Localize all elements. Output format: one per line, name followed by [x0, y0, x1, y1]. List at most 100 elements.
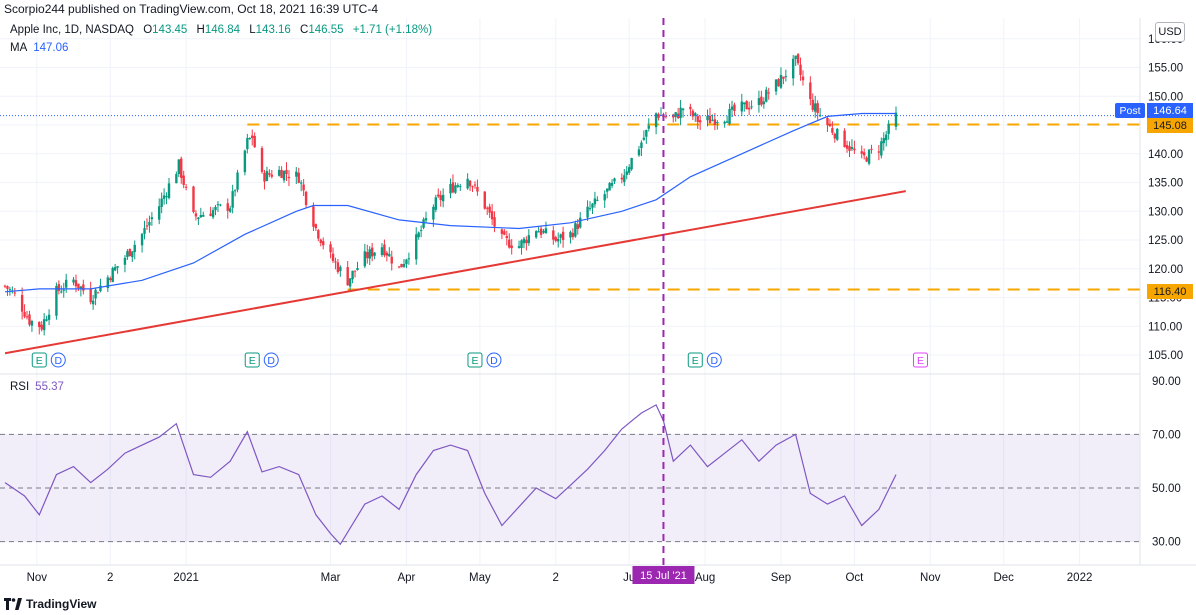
- candle-body: [706, 115, 709, 121]
- candle-body: [38, 321, 41, 327]
- candle-body: [45, 319, 48, 321]
- time-tick-label: Oct: [845, 572, 864, 584]
- candle-body: [356, 268, 359, 270]
- tradingview-icon: [4, 598, 22, 610]
- candle-body: [645, 130, 648, 137]
- candle-body: [689, 106, 692, 110]
- candle-body: [62, 289, 65, 291]
- candle-body: [123, 257, 127, 265]
- rsi-label: RSI: [10, 381, 30, 393]
- candle-body: [407, 258, 411, 260]
- candle-body: [299, 182, 303, 184]
- rsi-tick-label: 50.00: [1152, 483, 1181, 495]
- tradingview-logo: TradingView: [4, 596, 96, 612]
- candle-body: [843, 130, 846, 148]
- price-tick-label: 110.00: [1148, 321, 1182, 333]
- time-tick-label: 2: [553, 572, 559, 584]
- candle-body: [128, 249, 132, 257]
- candle-body: [490, 211, 494, 220]
- candle-body: [637, 149, 641, 156]
- rsi-axis: 30.00 50.00 70.00 90.00: [1152, 376, 1181, 549]
- candle-body: [882, 137, 885, 144]
- change-value: +1.71 (+1.18%): [352, 24, 433, 36]
- time-tick-label: 2021: [173, 572, 199, 584]
- candle-body: [596, 199, 599, 201]
- candle-body: [74, 280, 78, 287]
- candle-body: [23, 311, 26, 317]
- candle-body: [659, 114, 663, 116]
- candle-body: [711, 119, 714, 121]
- price-tick-label: 105.00: [1148, 350, 1183, 362]
- rsi-tick-label: 90.00: [1152, 376, 1181, 388]
- candle-body: [260, 148, 264, 172]
- candle-body: [270, 174, 274, 177]
- candle-body: [466, 178, 469, 189]
- ma-line: [4, 112, 896, 293]
- time-tick-label: 2022: [1067, 572, 1093, 584]
- candle-body: [348, 278, 352, 287]
- candle-body: [214, 206, 217, 211]
- candle-body: [3, 285, 7, 287]
- candle-body: [319, 239, 322, 243]
- candles: [3, 53, 898, 336]
- currency-button[interactable]: USD: [1155, 22, 1185, 42]
- candle-body: [796, 54, 800, 64]
- candle-body: [571, 232, 575, 237]
- candle-body: [691, 110, 695, 117]
- candle-body: [422, 219, 425, 228]
- candle-body: [493, 217, 496, 227]
- candle-body: [363, 251, 367, 267]
- candle-body: [801, 76, 805, 81]
- candle-body: [111, 267, 114, 283]
- upcoming-earnings-marker: E: [912, 352, 928, 368]
- price-tick-label: 130.00: [1148, 206, 1183, 218]
- candle-body: [346, 267, 349, 286]
- low-label: L: [249, 24, 256, 36]
- rsi-guides: [0, 433, 1140, 543]
- candle-body: [527, 235, 531, 244]
- ma-label: MA: [10, 42, 28, 54]
- candle-body: [760, 96, 763, 105]
- candle-body: [339, 266, 342, 271]
- candle-body: [544, 228, 548, 234]
- rsi-legend: RSI 55.37: [10, 381, 64, 393]
- candle-body: [55, 285, 58, 316]
- earnings-label: E: [471, 355, 478, 367]
- candle-body: [880, 141, 883, 156]
- candle-body: [588, 207, 592, 209]
- candle-body: [451, 182, 455, 193]
- candle-body: [694, 113, 697, 116]
- price-tick-label: 140.00: [1148, 149, 1183, 161]
- candle-body: [894, 112, 898, 127]
- candle-body: [109, 278, 112, 281]
- candle-body: [397, 266, 401, 268]
- candle-body: [177, 159, 180, 174]
- candle-body: [542, 230, 545, 233]
- dividend-label: D: [710, 355, 718, 367]
- candle-body: [82, 284, 85, 291]
- candle-body: [579, 217, 582, 228]
- candle-body: [285, 169, 288, 175]
- candle-body: [725, 121, 729, 123]
- candle-body: [865, 157, 868, 162]
- candle-body: [681, 108, 685, 111]
- candle-body: [459, 186, 462, 188]
- candle-body: [574, 223, 577, 237]
- candle-body: [116, 266, 119, 268]
- post-badge: Post 146.64: [1115, 103, 1193, 118]
- candle-body: [716, 122, 719, 124]
- candle-body: [145, 225, 149, 227]
- candle-body: [302, 184, 305, 191]
- candle-body: [209, 213, 212, 216]
- candle-body: [390, 256, 393, 264]
- candle-body: [809, 82, 812, 100]
- candle-body: [6, 286, 9, 289]
- candle-body: [522, 238, 526, 244]
- candle-body: [623, 175, 626, 183]
- candle-body: [814, 103, 817, 112]
- time-tick-label: Dec: [993, 572, 1014, 584]
- candle-body: [370, 247, 374, 257]
- dividend-marker: D: [263, 352, 279, 368]
- earnings-label: E: [692, 355, 699, 367]
